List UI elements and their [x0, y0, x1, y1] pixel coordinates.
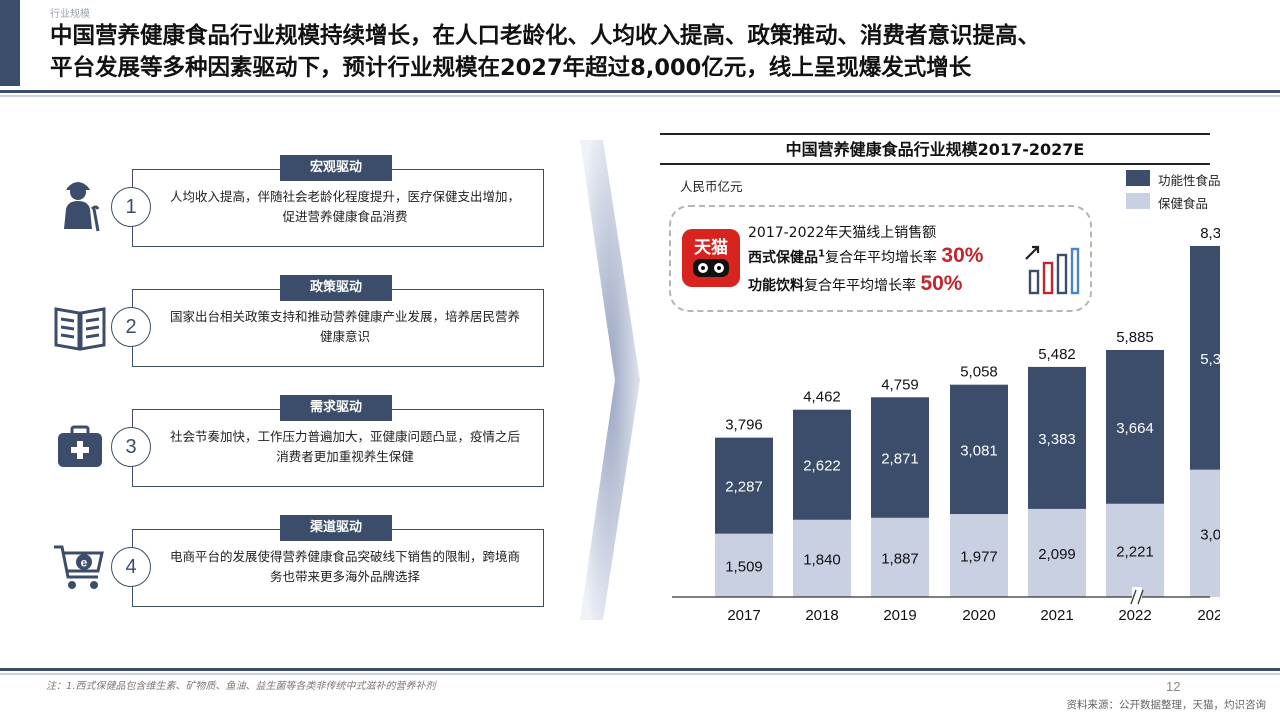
bar-health-2019 — [871, 517, 929, 597]
axis-break-gap — [1132, 587, 1142, 607]
callout-row2-bold: 功能饮料 — [748, 278, 804, 294]
bar-functional-2021 — [1028, 366, 1086, 509]
medical-kit-icon — [52, 419, 108, 475]
driver-number-2: 2 — [111, 307, 151, 347]
axis-break-mark-1 — [1130, 589, 1137, 605]
total-label-2020: 5,058 — [960, 364, 998, 381]
bar-functional-2027E — [1190, 246, 1220, 470]
ecommerce-cart-icon: e — [52, 539, 108, 595]
data-label-health-2020: 1,977 — [960, 549, 998, 566]
callout-row-1: 西式保健品1复合年平均增长率 30% — [748, 244, 983, 268]
x-tick-label-2020: 2020 — [962, 607, 995, 624]
driver-tag-3: 需求驱动 — [280, 395, 392, 421]
growth-bars-icon — [1025, 245, 1080, 295]
title-line-2: 平台发展等多种因素驱动下，预计行业规模在2027年超过8,000亿元，线上呈现爆… — [50, 55, 972, 81]
bar-health-2022 — [1106, 503, 1164, 597]
policy-book-icon — [52, 299, 108, 355]
source-note: 资料来源：公开数据整理，天猫，灼识咨询 — [1066, 699, 1267, 711]
total-label-2017: 3,796 — [725, 417, 763, 434]
data-label-functional-2021: 3,383 — [1038, 431, 1076, 448]
driver-tag-2: 政策驱动 — [280, 275, 392, 301]
callout-heading: 2017-2022年天猫线上销售额 — [748, 225, 937, 241]
data-label-health-2027E: 3,033 — [1200, 526, 1220, 543]
legend-swatch-health — [1126, 193, 1150, 209]
total-label-2019: 4,759 — [881, 376, 919, 393]
callout-row1-pct: 30% — [941, 244, 984, 267]
tmall-logo: 天猫 — [682, 229, 740, 287]
bar-health-2021 — [1028, 508, 1086, 597]
data-label-health-2019: 1,887 — [881, 550, 919, 567]
chart-title: 中国营养健康食品行业规模2017-2027E — [785, 140, 1085, 159]
chart-unit-label: 人民币亿元 — [680, 179, 743, 194]
callout-row-2: 功能饮料复合年平均增长率 50% — [748, 272, 962, 296]
data-label-functional-2019: 2,871 — [881, 451, 919, 468]
stacked-bar-chart: 1,509 2,287 3,796 2017 1,840 2,622 4,462 2018 1,… — [672, 225, 1220, 624]
x-tick-label-2021: 2021 — [1040, 607, 1073, 624]
bar-functional-2018 — [793, 409, 851, 520]
footer-divider — [0, 668, 1280, 671]
bar-functional-2017 — [715, 437, 773, 534]
data-label-functional-2020: 3,081 — [960, 442, 998, 459]
x-tick-label-2017: 2017 — [727, 607, 760, 624]
header-divider — [0, 90, 1280, 93]
data-label-functional-2018: 2,622 — [803, 458, 841, 475]
driver-text-4: 电商平台的发展使得营养健康食品突破线下销售的限制，跨境商务也带来更多海外品牌选择 — [169, 549, 520, 584]
total-label-2018: 4,462 — [803, 389, 841, 406]
callout-row2-pct: 50% — [920, 272, 963, 295]
total-label-2022: 5,885 — [1116, 329, 1154, 346]
bar-health-2020 — [950, 514, 1008, 597]
driver-number-3: 3 — [111, 427, 151, 467]
header-accent-bar — [0, 0, 20, 86]
data-label-health-2018: 1,840 — [803, 551, 841, 568]
total-label-2021: 5,482 — [1038, 346, 1076, 363]
svg-text:e: e — [81, 556, 88, 570]
data-label-functional-2017: 2,287 — [725, 479, 763, 496]
total-label-2027E: 8,362 — [1200, 225, 1220, 242]
data-label-health-2017: 1,509 — [725, 558, 763, 575]
driver-card-4 — [132, 529, 544, 607]
page-number: 12 — [1166, 679, 1181, 694]
section-label: 行业规模 — [50, 9, 90, 20]
data-label-functional-2027E: 5,329 — [1200, 351, 1220, 368]
legend-label-functional: 功能性食品 — [1158, 173, 1221, 188]
data-label-functional-2022: 3,664 — [1116, 420, 1154, 437]
bar-health-2017 — [715, 533, 773, 597]
x-tick-label-2027E: 2027E — [1197, 607, 1220, 624]
x-tick-label-2018: 2018 — [805, 607, 838, 624]
bar-functional-2020 — [950, 384, 1008, 515]
driver-number-4: 4 — [111, 547, 151, 587]
page-title: 中国营养健康食品行业规模持续增长，在人口老龄化、人均收入提高、政策推动、消费者意… — [50, 20, 1040, 84]
callout-row2-text: 复合年平均增长率 — [804, 278, 916, 294]
axis-break-mark-2 — [1137, 589, 1144, 605]
tmall-logo-text: 天猫 — [694, 238, 728, 258]
footnote-marker: 1 — [818, 248, 825, 260]
x-tick-label-2022: 2022 — [1118, 607, 1151, 624]
footer-divider-light — [0, 673, 1280, 675]
driver-text-3: 社会节奏加快，工作压力普遍加大，亚健康问题凸显，疫情之后消费者更加重视养生保健 — [169, 429, 520, 464]
driver-text-2: 国家出台相关政策支持和推动营养健康产业发展，培养居民营养健康意识 — [169, 309, 520, 344]
data-label-health-2022: 2,221 — [1116, 543, 1154, 560]
callout-row1-bold: 西式保健品 — [748, 250, 818, 266]
bar-functional-2019 — [871, 397, 929, 518]
header-divider-light — [0, 95, 1280, 97]
x-tick-label-2019: 2019 — [883, 607, 916, 624]
data-label-health-2021: 2,099 — [1038, 546, 1076, 563]
callout-row1-text: 复合年平均增长率 — [824, 250, 937, 266]
driver-number-1: 1 — [111, 187, 151, 227]
driver-tag-1: 宏观驱动 — [280, 155, 392, 181]
driver-text-1: 人均收入提高，伴随社会老龄化程度提升，医疗保健支出增加，促进营养健康食品消费 — [169, 189, 520, 224]
elderly-person-icon — [52, 179, 108, 235]
footnote: 注：1.西式保健品包含维生素、矿物质、鱼油、益生菌等各类非传统中式滋补的营养补剂 — [46, 681, 436, 692]
driver-tag-4: 渠道驱动 — [280, 515, 392, 541]
bar-functional-2022 — [1106, 349, 1164, 504]
chart-title-frame — [660, 133, 1210, 165]
divider-chevron — [580, 140, 640, 620]
driver-card-2 — [132, 289, 544, 367]
tmall-cat-face-icon — [693, 259, 729, 277]
bar-health-2018 — [793, 519, 851, 597]
bar-health-2027E — [1190, 469, 1220, 597]
legend-swatch-functional — [1126, 170, 1150, 186]
title-line-1: 中国营养健康食品行业规模持续增长，在人口老龄化、人均收入提高、政策推动、消费者意… — [50, 23, 1041, 49]
legend-label-health: 保健食品 — [1158, 196, 1209, 211]
